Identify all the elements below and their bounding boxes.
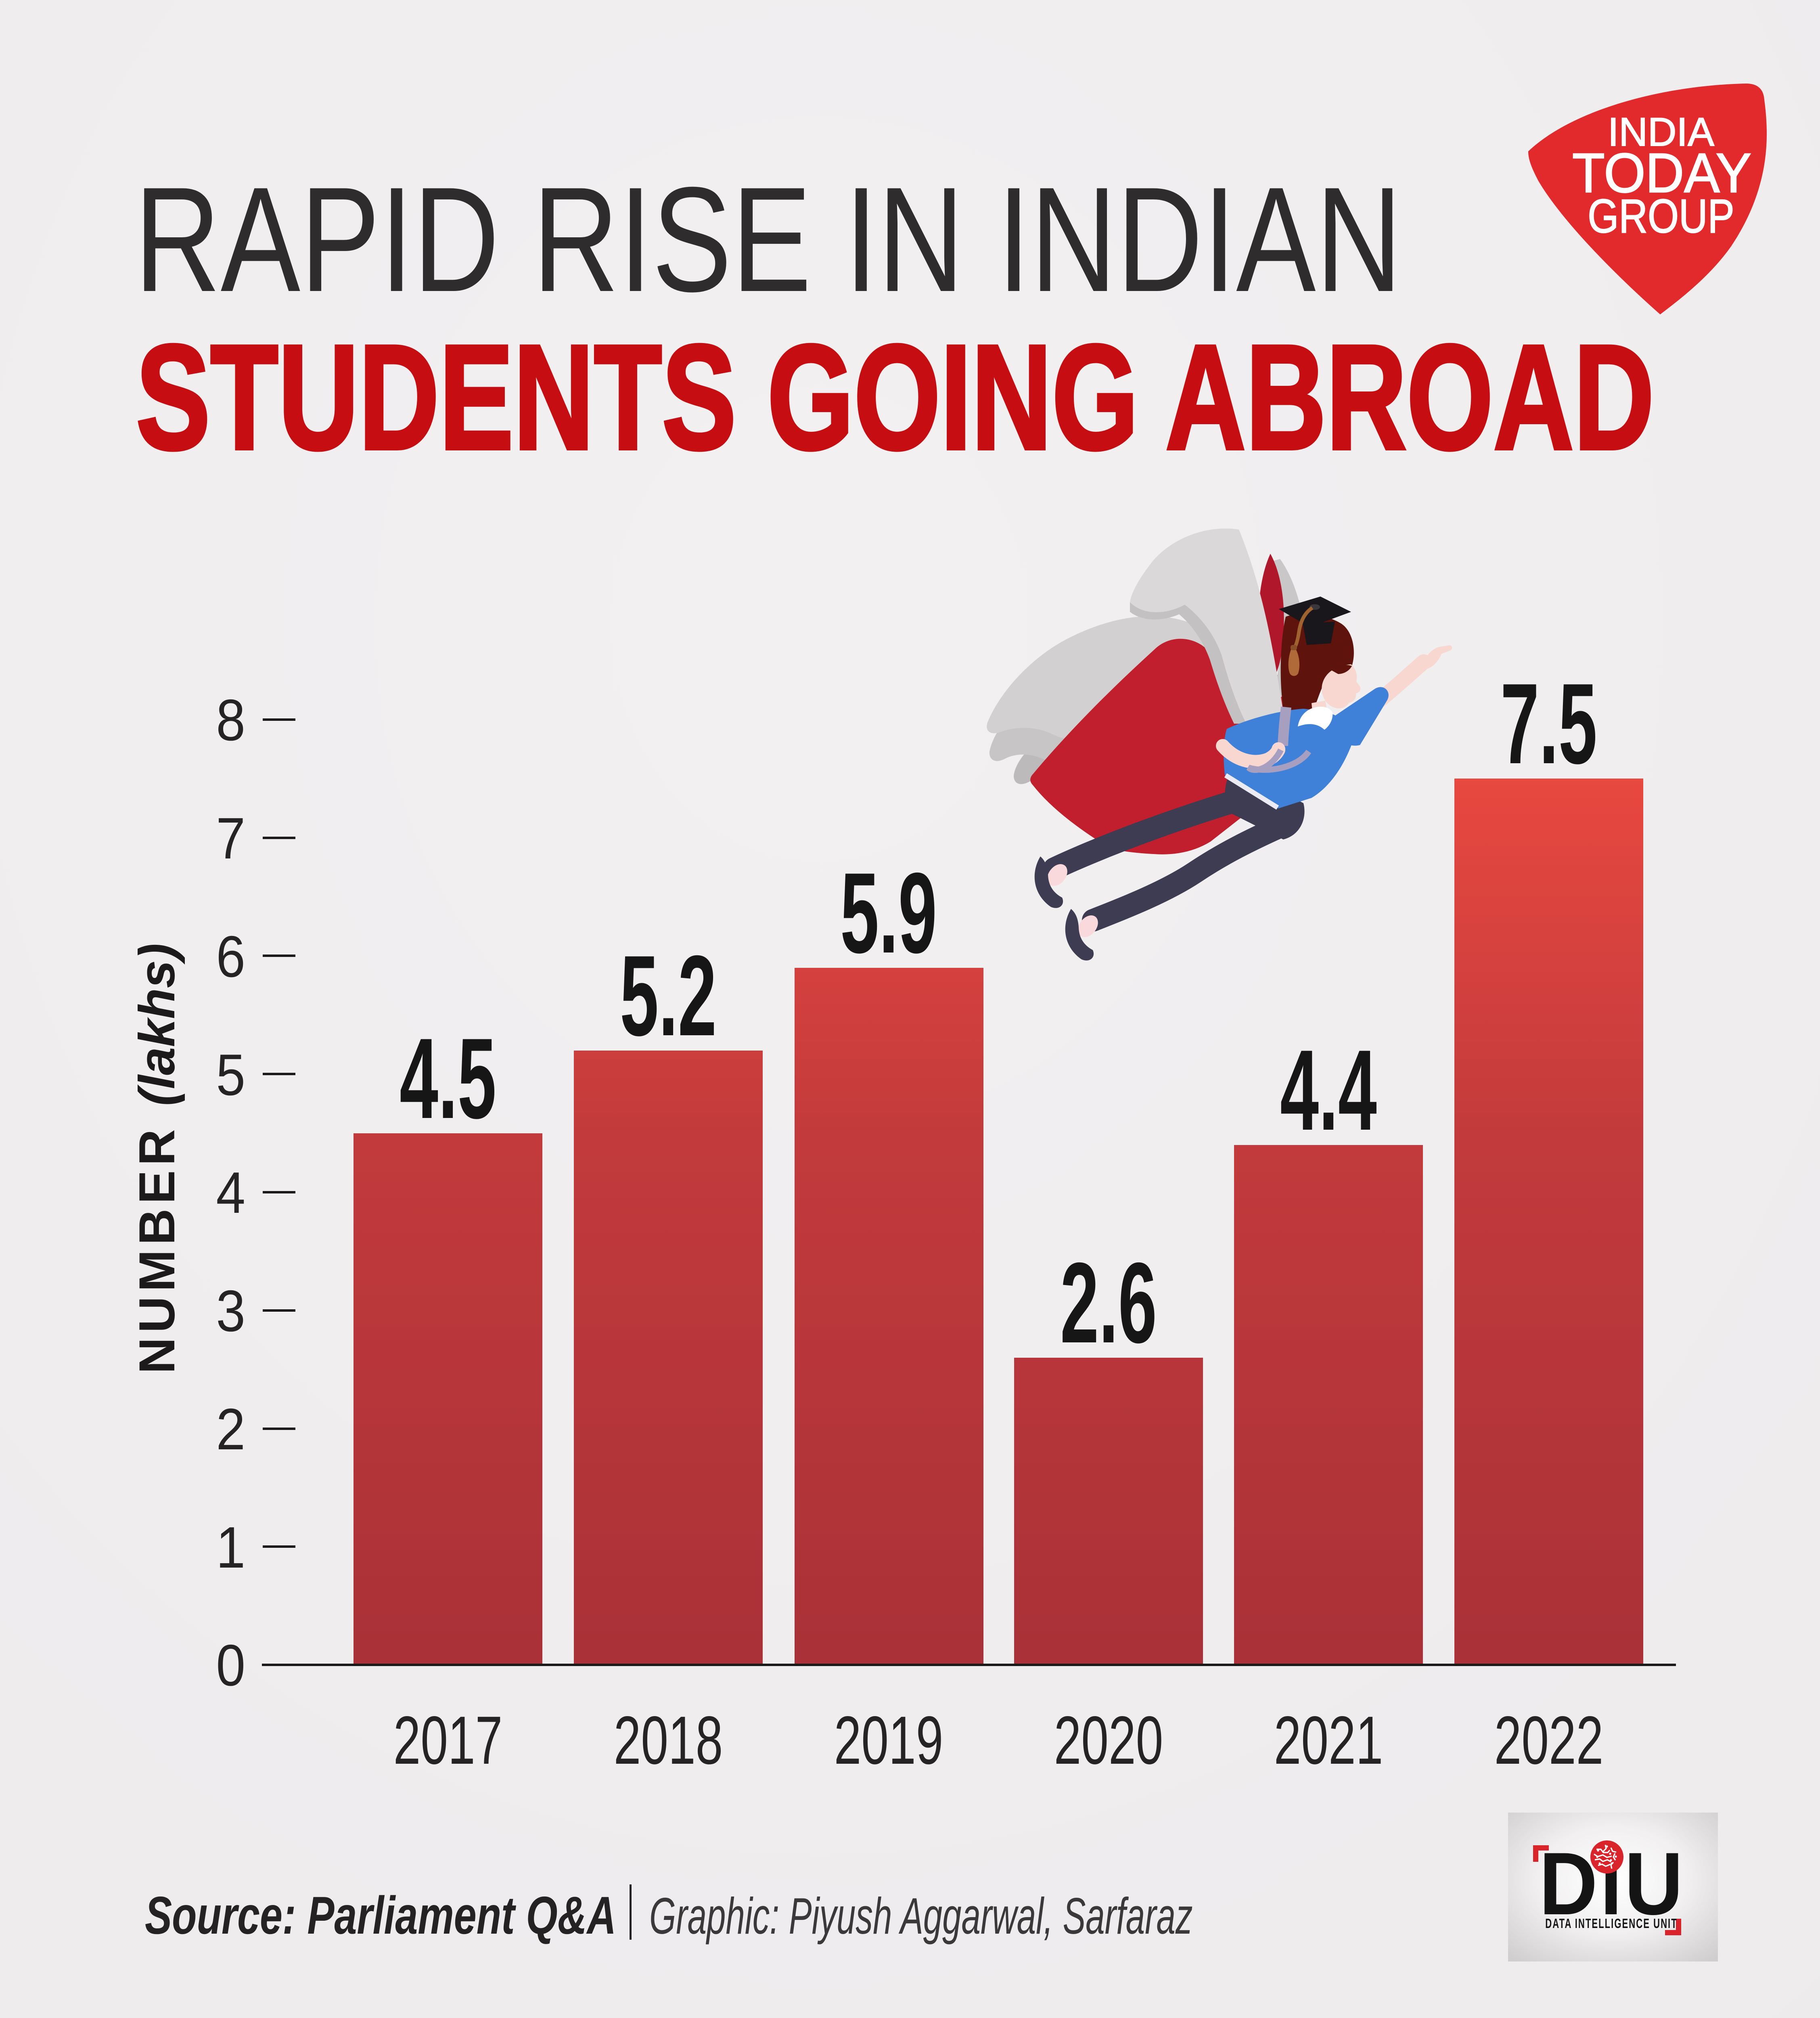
svg-text:STUDENTS GOING ABROAD: STUDENTS GOING ABROAD — [136, 314, 1654, 481]
svg-text:GROUP: GROUP — [1588, 190, 1734, 243]
svg-text:2: 2 — [216, 1397, 245, 1462]
svg-text:4.4: 4.4 — [1280, 1026, 1377, 1154]
svg-text:Graphic: Piyush Aggarwal, Sarf: Graphic: Piyush Aggarwal, Sarfaraz — [649, 1887, 1192, 1945]
svg-text:2018: 2018 — [614, 1703, 723, 1779]
svg-text:Source: Parliament Q&A: Source: Parliament Q&A — [145, 1886, 616, 1945]
svg-text:8: 8 — [216, 688, 245, 753]
svg-text:2.6: 2.6 — [1060, 1238, 1157, 1367]
svg-text:5: 5 — [216, 1042, 245, 1108]
svg-text:2020: 2020 — [1054, 1703, 1163, 1779]
svg-text:2019: 2019 — [834, 1703, 943, 1779]
svg-text:3: 3 — [216, 1279, 245, 1344]
svg-text:4: 4 — [216, 1160, 245, 1226]
svg-text:0: 0 — [216, 1633, 245, 1698]
svg-text:DATA INTELLIGENCE UNIT: DATA INTELLIGENCE UNIT — [1545, 1916, 1677, 1931]
svg-text:INDIA: INDIA — [1608, 109, 1714, 154]
svg-text:5.2: 5.2 — [620, 931, 717, 1059]
svg-text:4.5: 4.5 — [400, 1014, 496, 1142]
svg-text:6: 6 — [216, 924, 245, 990]
svg-text:1: 1 — [216, 1515, 245, 1580]
svg-text:7: 7 — [216, 806, 245, 871]
svg-text:5.9: 5.9 — [840, 848, 937, 977]
svg-text:NUMBER (lakhs): NUMBER (lakhs) — [129, 943, 185, 1374]
svg-text:RAPID RISE IN INDIAN: RAPID RISE IN INDIAN — [134, 156, 1402, 322]
svg-text:2022: 2022 — [1494, 1703, 1604, 1779]
svg-text:2021: 2021 — [1274, 1703, 1383, 1779]
svg-text:TODAY: TODAY — [1572, 142, 1751, 204]
svg-text:7.5: 7.5 — [1500, 659, 1597, 787]
svg-text:2017: 2017 — [393, 1703, 503, 1779]
